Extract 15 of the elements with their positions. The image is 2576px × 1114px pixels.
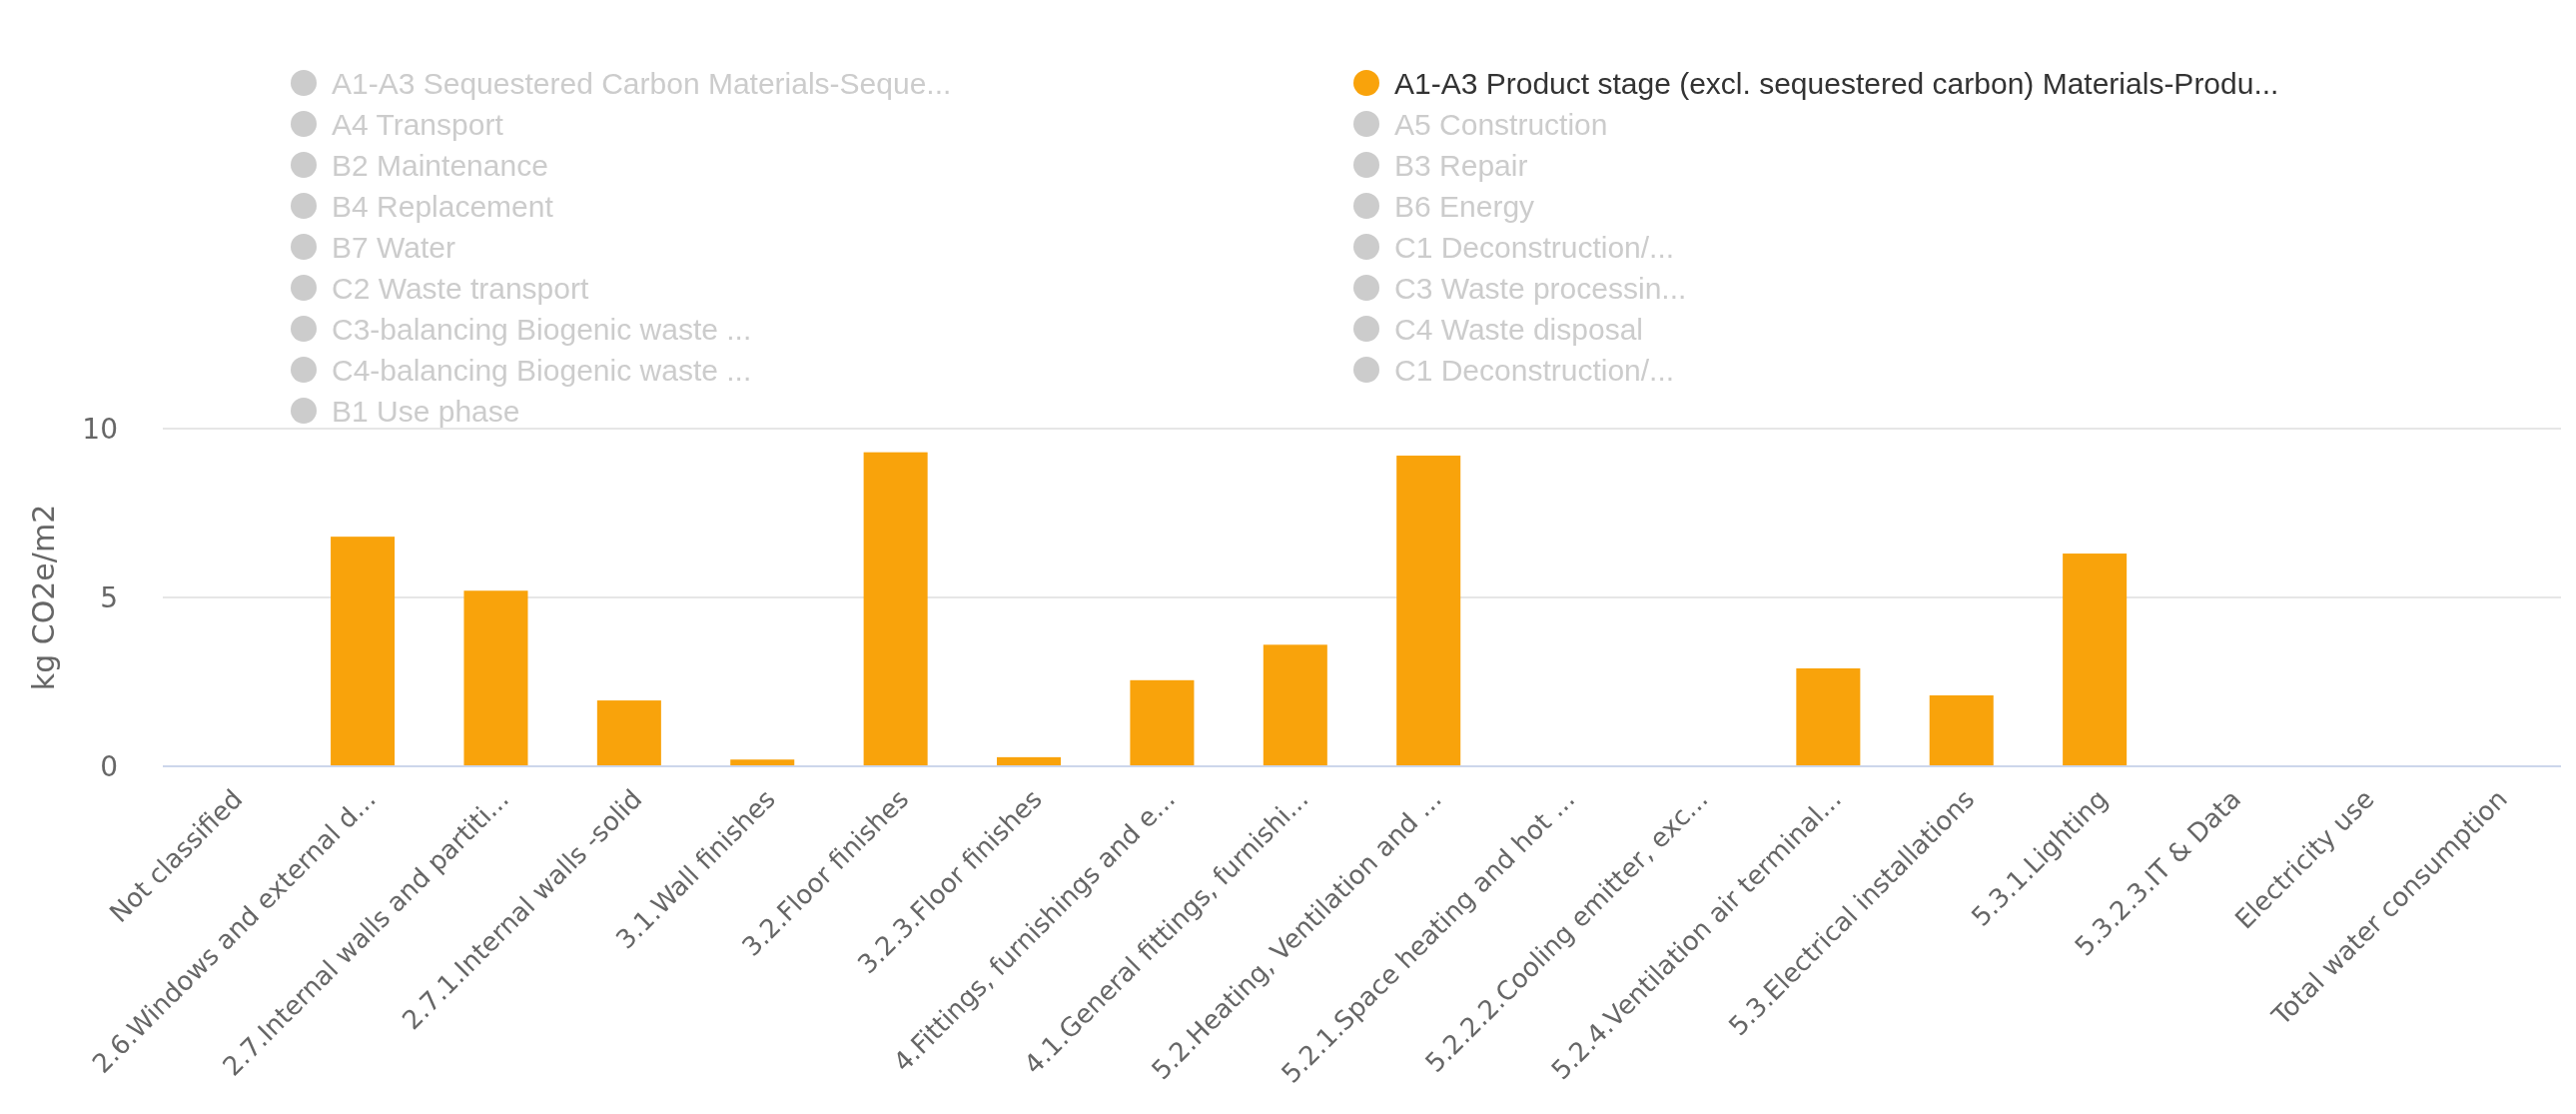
y-tick-label: 5 <box>100 580 118 614</box>
bar <box>1396 456 1461 766</box>
bar <box>596 700 661 766</box>
bar <box>863 452 928 766</box>
bar <box>2063 554 2128 766</box>
legend-label: A1-A3 Product stage (excl. sequestered carbon) Materials-Produ... <box>1394 66 2279 100</box>
y-tick-label: 0 <box>100 749 118 783</box>
bar <box>1263 644 1327 766</box>
bar <box>463 590 528 766</box>
bar <box>331 537 396 766</box>
y-tick-label: 10 <box>82 412 118 446</box>
bar <box>1796 667 1861 766</box>
bar <box>1130 679 1195 766</box>
bar <box>1929 695 1994 766</box>
y-axis-title: kg CO2e/m2 <box>26 504 61 691</box>
